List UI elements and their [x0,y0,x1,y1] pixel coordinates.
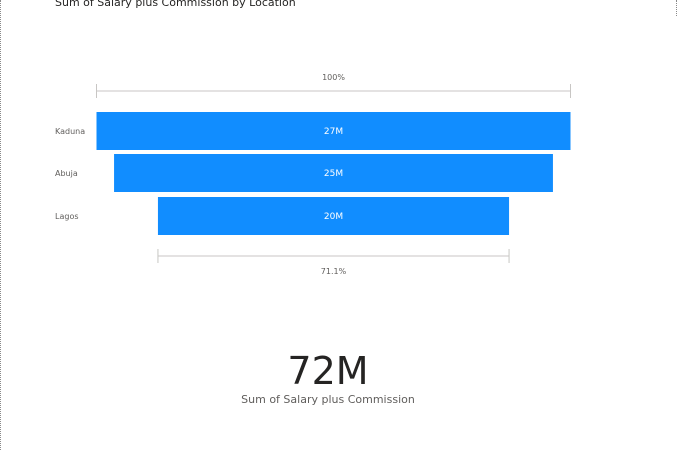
funnel-bar-data-label: 25M [324,169,343,179]
funnel-category-label: Abuja [55,169,78,178]
funnel-bar-data-label: 27M [324,127,343,137]
visual-left-border [0,0,1,450]
funnel-category-label: Lagos [55,212,79,221]
funnel-bar [114,154,553,192]
funnel-chart-title: Sum of Salary plus Commission by Locatio… [55,0,296,9]
funnel-category-label: Kaduna [55,127,85,136]
card-value: 72M [287,349,369,393]
funnel-bar-data-label: 20M [324,212,343,222]
card-label: Sum of Salary plus Commission [241,393,415,406]
top-percent-label: 100% [322,73,345,82]
bottom-percent-label: 71.1% [321,267,347,276]
funnel-bar [157,197,510,235]
visual-right-border [676,0,677,16]
funnel-bar [96,112,571,150]
